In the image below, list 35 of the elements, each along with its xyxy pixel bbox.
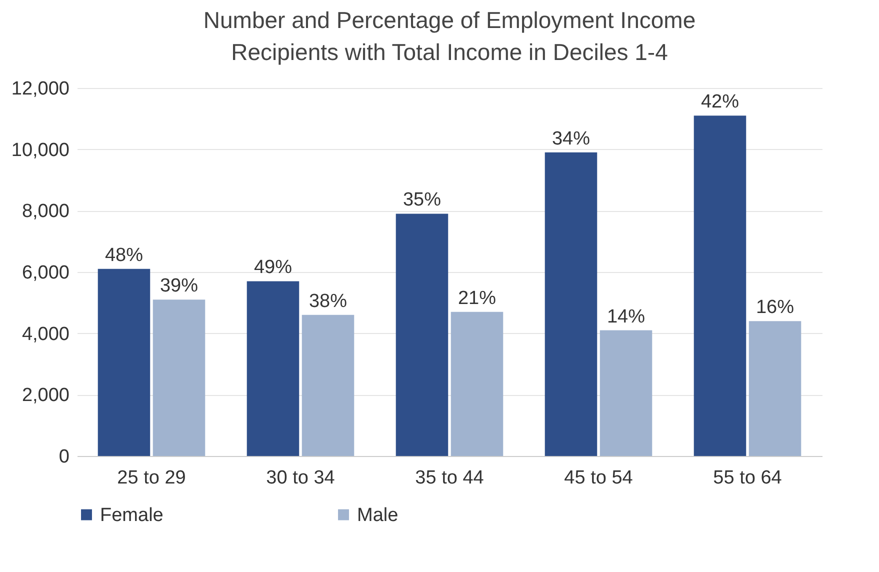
bar	[450, 312, 504, 456]
annotation: 39%	[160, 276, 198, 297]
bar	[694, 116, 746, 456]
x-tick-label: 45 to 54	[564, 468, 634, 488]
y-tick-label: 10,000	[11, 140, 70, 161]
annotation: 34%	[552, 128, 590, 150]
y-tick-label: 2,000	[22, 385, 70, 406]
y-tick-label: 0	[58, 446, 70, 468]
bar	[302, 314, 354, 456]
legend-label: Female	[100, 504, 164, 526]
annotation: 14%	[606, 306, 646, 328]
annotation: 49%	[254, 257, 292, 278]
annotation: 42%	[700, 92, 740, 113]
bar	[544, 152, 598, 456]
x-tick-label: 55 to 64	[713, 468, 782, 488]
x-tick-label: 30 to 34	[266, 468, 336, 488]
bar	[152, 300, 206, 456]
y-tick-label: 4,000	[22, 324, 70, 345]
annotation: 38%	[308, 290, 348, 312]
bar	[600, 330, 652, 456]
bar	[98, 268, 150, 456]
annotation: 48%	[104, 244, 144, 266]
bar	[748, 321, 802, 456]
y-tick-label: 6,000	[22, 262, 70, 284]
bar	[246, 281, 300, 456]
x-tick-label: 25 to 29	[117, 468, 186, 488]
y-tick-label: 12,000	[11, 78, 70, 100]
annotation: 16%	[756, 297, 794, 318]
annotation: 21%	[458, 288, 496, 309]
annotation: 35%	[402, 190, 442, 211]
legend-label: Male	[357, 504, 398, 526]
x-tick-label: 35 to 44	[415, 468, 484, 488]
y-tick-label: 8,000	[22, 201, 70, 222]
bar	[396, 214, 448, 456]
chart-title: Number and Percentage of Employment Income Recipients with Total Income in Deciles 1-4	[203, 7, 696, 65]
